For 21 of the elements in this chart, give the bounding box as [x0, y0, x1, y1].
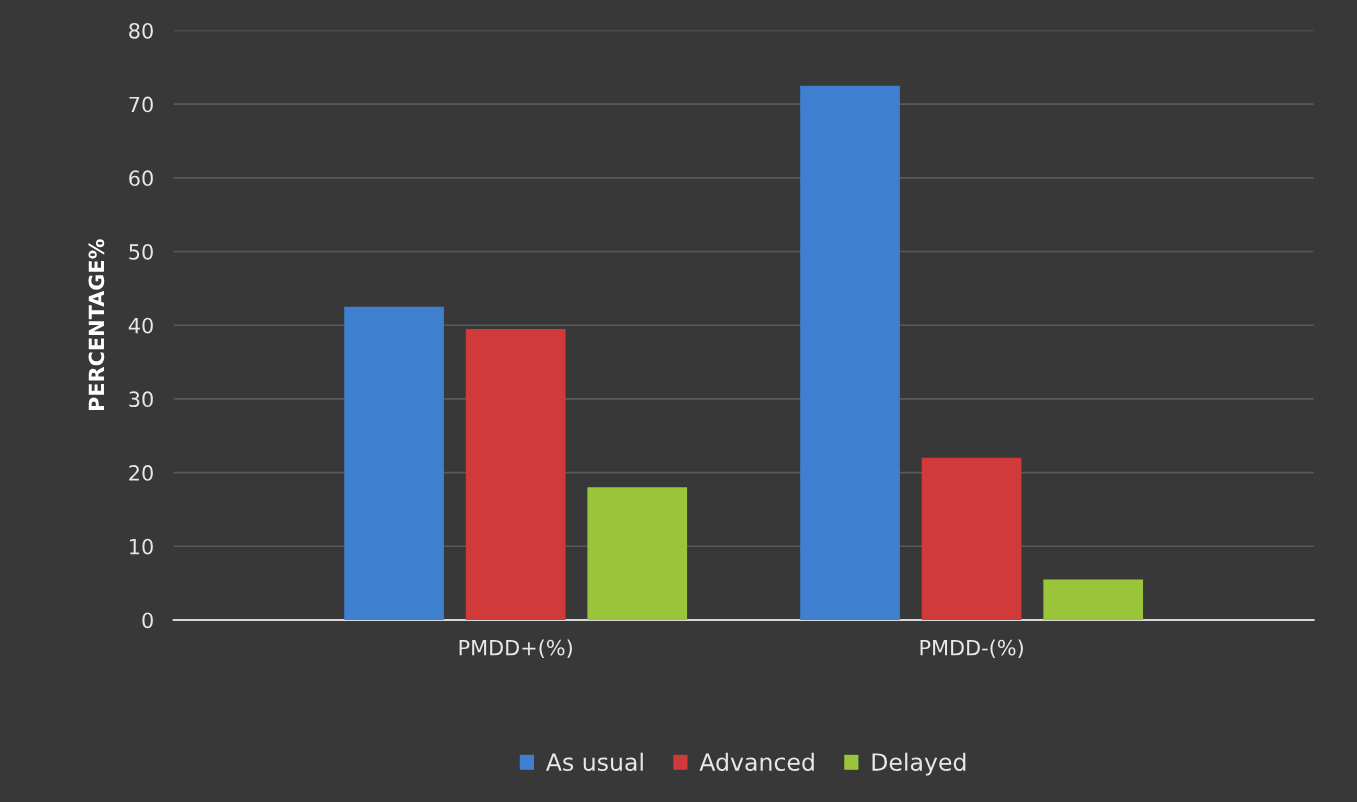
y-tick-label: 30	[129, 391, 153, 408]
x-tick-label: PMDD-(%)	[920, 639, 1023, 658]
bar	[921, 457, 1022, 620]
y-tick-label: 40	[128, 317, 153, 334]
bar	[800, 85, 900, 620]
bar	[587, 487, 688, 620]
y-axis-title: PERCENTAGE%	[88, 239, 105, 411]
y-tick-label: 50	[129, 243, 153, 260]
legend-label: As usual	[545, 752, 643, 771]
y-tick-label: 80	[129, 22, 153, 39]
legend-label: Delayed	[872, 752, 966, 776]
bar	[344, 306, 444, 620]
y-tick-label: 20	[129, 465, 153, 481]
y-tick-label: 10	[130, 538, 153, 555]
legend-label: Advanced	[699, 752, 814, 771]
bar	[1043, 579, 1144, 620]
x-tick-label: PMDD+(%)	[459, 639, 572, 658]
bar	[465, 328, 566, 620]
y-tick-label: 70	[129, 96, 153, 113]
y-tick-label: 0	[142, 612, 153, 629]
y-tick-label: 60	[129, 170, 153, 187]
